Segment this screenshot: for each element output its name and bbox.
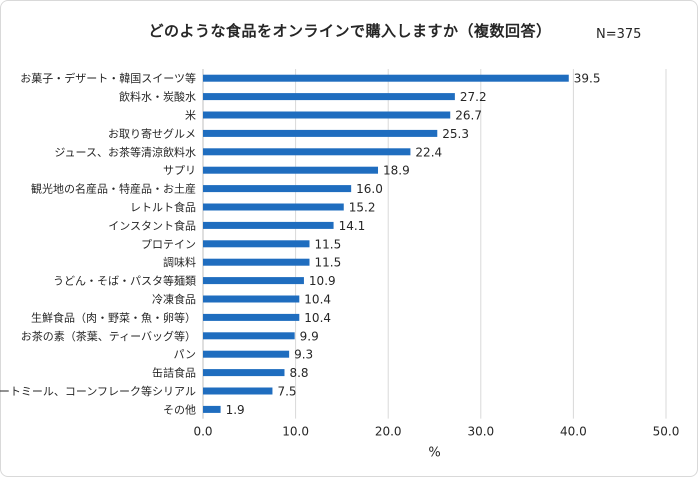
category-label: パン — [173, 348, 196, 361]
category-label: 米 — [185, 109, 196, 122]
category-label: サプリ — [163, 164, 196, 177]
x-tick-label: 0.0 — [193, 425, 212, 439]
x-tick-label: 20.0 — [375, 425, 402, 439]
category-label: 観光地の名産品・特産品・お土産 — [31, 182, 196, 196]
data-label: 9.3 — [294, 348, 313, 362]
category-label: 缶詰食品 — [152, 366, 196, 380]
bar — [203, 74, 569, 82]
data-label: 7.5 — [277, 385, 296, 399]
data-label: 1.9 — [226, 403, 245, 417]
x-tick-label: 10.0 — [282, 425, 309, 439]
bar — [203, 93, 455, 101]
bar — [203, 166, 379, 174]
data-label: 9.9 — [300, 329, 319, 343]
bar — [203, 185, 352, 193]
data-label: 22.4 — [415, 145, 442, 159]
data-label: 39.5 — [574, 72, 601, 86]
bar — [203, 148, 411, 156]
bar — [203, 240, 310, 248]
data-label: 8.8 — [289, 366, 308, 380]
category-label: お茶の素（茶葉、ティーバッグ等） — [21, 329, 196, 343]
category-label: オートミール、コーンフレーク等シリアル — [0, 384, 196, 398]
bar — [203, 295, 300, 303]
category-label: レトルト食品 — [130, 200, 196, 214]
sample-size-note: N=375 — [596, 27, 642, 42]
category-label: うどん・そば・パスタ等麺類 — [53, 274, 196, 288]
data-label: 26.7 — [455, 109, 482, 123]
bar — [203, 221, 334, 229]
x-tick-label: 30.0 — [467, 425, 494, 439]
bar — [203, 277, 304, 285]
bar — [203, 369, 285, 377]
data-label: 16.0 — [356, 182, 383, 196]
data-label: 11.5 — [314, 237, 341, 251]
category-label: お取り寄せグルメ — [108, 126, 196, 140]
category-label: インスタント食品 — [108, 218, 196, 232]
x-axis-title: % — [428, 446, 440, 461]
bar — [203, 129, 438, 137]
x-tick-label: 50.0 — [653, 425, 680, 439]
data-label: 10.4 — [304, 311, 331, 325]
data-label: 11.5 — [314, 256, 341, 270]
data-label: 18.9 — [383, 164, 410, 178]
data-label: 10.9 — [309, 274, 336, 288]
bar — [203, 258, 310, 266]
category-label: プロテイン — [141, 238, 196, 251]
bar — [203, 350, 290, 358]
bar — [203, 405, 221, 413]
category-label: 生鮮食品（肉・野菜・魚・卵等） — [31, 310, 196, 324]
category-label: 冷凍食品 — [152, 292, 196, 306]
data-label: 15.2 — [349, 201, 376, 215]
category-label: 飲料水・炭酸水 — [119, 90, 196, 104]
category-label: お菓子・デザート・韓国スイーツ等 — [20, 71, 196, 85]
category-label: その他 — [163, 403, 196, 416]
data-label: 14.1 — [339, 219, 366, 233]
category-label: ジュース、お茶等清涼飲料水 — [54, 145, 196, 159]
bar — [203, 313, 300, 321]
category-label: 調味料 — [163, 255, 196, 269]
chart-title: どのような食品をオンラインで購入しますか（複数回答） — [148, 22, 552, 40]
bar — [203, 111, 451, 119]
data-label: 27.2 — [460, 90, 487, 104]
bar — [203, 203, 344, 211]
bar — [203, 332, 295, 340]
data-label: 10.4 — [304, 293, 331, 307]
data-label: 25.3 — [442, 127, 469, 141]
x-tick-label: 40.0 — [560, 425, 587, 439]
bar — [203, 387, 273, 395]
